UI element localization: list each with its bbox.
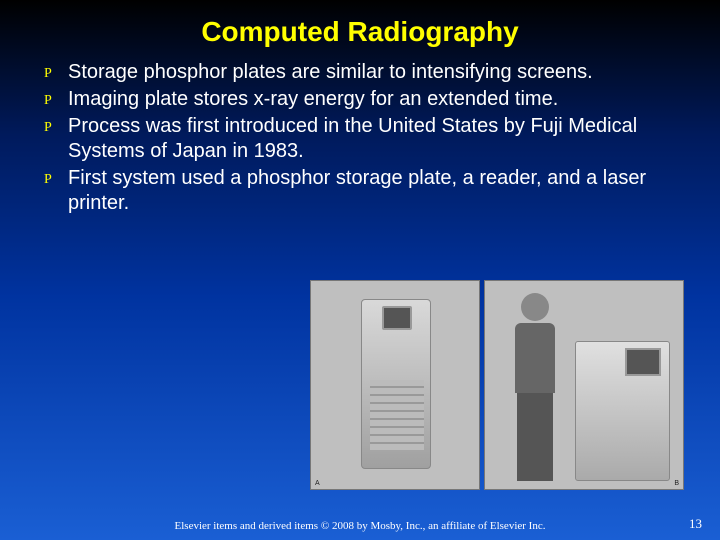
bullet-icon: P bbox=[44, 172, 68, 188]
bullet-item: P Process was first introduced in the Un… bbox=[44, 114, 676, 164]
bullet-icon: P bbox=[44, 66, 68, 82]
bullet-text: Storage phosphor plates are similar to i… bbox=[68, 60, 593, 85]
bullet-icon: P bbox=[44, 120, 68, 136]
machine-screen bbox=[382, 306, 412, 330]
image-caption: A bbox=[315, 480, 320, 487]
bullet-list: P Storage phosphor plates are similar to… bbox=[44, 60, 676, 216]
slide: Computed Radiography P Storage phosphor … bbox=[0, 0, 720, 540]
image-person-with-cart: B bbox=[484, 280, 684, 490]
bullet-text: Imaging plate stores x-ray energy for an… bbox=[68, 87, 558, 112]
person-legs bbox=[517, 393, 553, 481]
cart-screen bbox=[625, 348, 661, 376]
person-figure bbox=[505, 293, 565, 483]
machine-body bbox=[361, 299, 431, 469]
page-number: 13 bbox=[689, 516, 702, 532]
bullet-icon: P bbox=[44, 93, 68, 109]
mobile-cart bbox=[575, 341, 670, 481]
machine-vents bbox=[370, 380, 424, 450]
slide-content: P Storage phosphor plates are similar to… bbox=[0, 60, 720, 216]
person-head bbox=[521, 293, 549, 321]
bullet-item: P First system used a phosphor storage p… bbox=[44, 166, 676, 216]
bullet-text: Process was first introduced in the Unit… bbox=[68, 114, 676, 164]
image-caption: B bbox=[674, 480, 679, 487]
slide-title: Computed Radiography bbox=[0, 0, 720, 60]
bullet-text: First system used a phosphor storage pla… bbox=[68, 166, 676, 216]
person-torso bbox=[515, 323, 555, 393]
bullet-item: P Imaging plate stores x-ray energy for … bbox=[44, 87, 676, 112]
bullet-item: P Storage phosphor plates are similar to… bbox=[44, 60, 676, 85]
image-reader-machine: A bbox=[310, 280, 480, 490]
image-row: A B bbox=[310, 280, 690, 490]
copyright-footer: Elsevier items and derived items © 2008 … bbox=[0, 520, 720, 532]
